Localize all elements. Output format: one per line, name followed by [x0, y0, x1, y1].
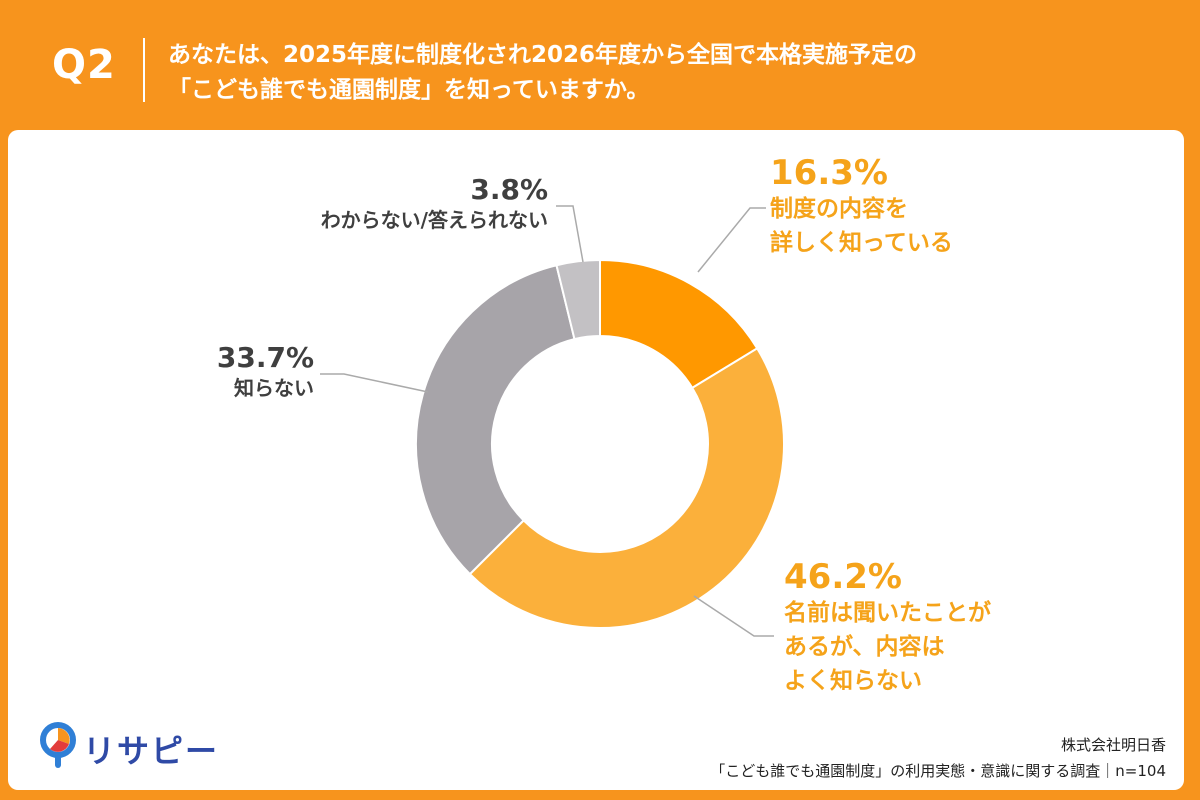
- survey-credit: 「こども誰でも通園制度」の利用実態・意識に関する調査｜n=104: [710, 762, 1166, 780]
- pct-unsure: 3.8%: [470, 173, 548, 206]
- slice-unsure: [555, 258, 601, 341]
- chart-panel: 16.3% 制度の内容を 詳しく知っている 46.2% 名前は聞いたことが ある…: [8, 130, 1184, 790]
- label-know-details: 16.3% 制度の内容を 詳しく知っている: [770, 154, 953, 260]
- leader-know-details: [697, 207, 766, 273]
- leader-dont-know: [320, 373, 429, 393]
- leader-heard-name: [693, 595, 774, 637]
- donut-chart: [320, 205, 785, 637]
- desc-unsure: わからない/答えられない: [320, 208, 548, 232]
- desc-heard-name-1: 名前は聞いたことが: [784, 600, 991, 626]
- company-credit: 株式会社明日香: [1060, 736, 1166, 754]
- question-header: Q2 あなたは、2025年度に制度化され2026年度から全国で本格実施予定の 「…: [0, 0, 1200, 130]
- question-text: あなたは、2025年度に制度化され2026年度から全国で本格実施予定の 「こども…: [168, 38, 917, 108]
- leader-unsure: [556, 205, 584, 263]
- desc-know-details-1: 制度の内容を: [770, 196, 908, 222]
- desc-dont-know: 知らない: [234, 376, 314, 400]
- magnifier-pin-icon: [40, 722, 76, 768]
- label-dont-know: 33.7% 知らない: [178, 342, 314, 402]
- desc-know-details-2: 詳しく知っている: [770, 230, 953, 256]
- question-line-2: 「こども誰でも通園制度」を知っていますか。: [168, 77, 650, 103]
- label-unsure: 3.8% わからない/答えられない: [268, 174, 548, 234]
- question-number: Q2: [52, 42, 116, 88]
- pct-heard-name: 46.2%: [784, 557, 902, 597]
- pct-know-details: 16.3%: [770, 153, 888, 193]
- question-line-1: あなたは、2025年度に制度化され2026年度から全国で本格実施予定の: [168, 42, 918, 68]
- slice-dont-know: [415, 264, 576, 576]
- header-divider: [143, 38, 145, 102]
- slice-heard-name: [468, 346, 785, 630]
- logo-text: リサピー: [83, 732, 220, 770]
- desc-heard-name-3: よく知らない: [784, 668, 922, 694]
- desc-heard-name-2: あるが、内容は: [784, 634, 945, 660]
- label-heard-name: 46.2% 名前は聞いたことが あるが、内容は よく知らない: [784, 558, 991, 698]
- pct-dont-know: 33.7%: [216, 341, 314, 374]
